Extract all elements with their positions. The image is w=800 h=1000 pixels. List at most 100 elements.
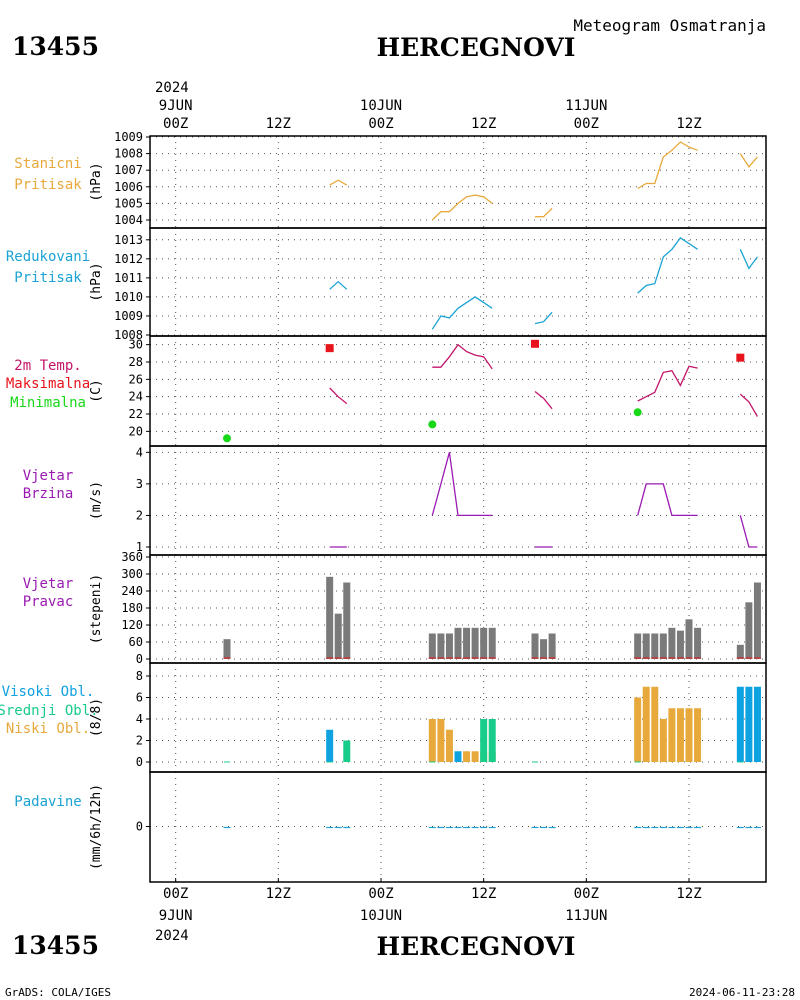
grid (150, 228, 766, 336)
wind-direction-bar (223, 639, 231, 659)
cloud-bar (445, 729, 453, 762)
bottom-hour-label: 12Z (676, 886, 701, 902)
y-axis-label: (m/s) (89, 481, 104, 520)
cloud-bar (471, 751, 479, 762)
legend-label: Maksimalna (6, 376, 90, 392)
wind-direction-bar (437, 633, 445, 659)
y-tick-label: 300 (121, 567, 143, 581)
cloud-bar (437, 719, 445, 762)
bottom-hour-label: 00Z (574, 886, 599, 902)
station-name-top: HERCEGNOVI (376, 33, 575, 62)
y-axis-label: (8/8) (89, 698, 104, 737)
y-tick-label: 1009 (114, 130, 143, 144)
grid (150, 446, 766, 555)
series-line (329, 179, 348, 186)
legend-label: Minimalna (10, 395, 86, 411)
y-tick-label: 28 (129, 355, 143, 369)
wind-direction-bar (634, 633, 642, 659)
series-line (431, 452, 493, 517)
top-hour-label: 00Z (574, 116, 599, 132)
series-line (637, 483, 698, 517)
y-tick-label: 24 (129, 390, 143, 404)
legend-label: Niski Obl. (6, 721, 90, 737)
legend-label: 2m Temp. (14, 358, 81, 374)
panel-reduced_pressure: 1008 1009 1010 1011 1012 1013 (hPa)Redukovani P… (6, 227, 767, 342)
bottom-date-label: 9JUN (159, 908, 193, 924)
cloud-bar (480, 719, 488, 762)
y-tick-label: 240 (121, 584, 143, 598)
y-tick-label: 0 (136, 755, 143, 769)
grid (150, 663, 766, 772)
legend-label: Pravac (23, 594, 74, 610)
wind-direction-bar (676, 630, 684, 659)
y-tick-label: 1013 (114, 233, 143, 247)
legend-label: Brzina (23, 486, 74, 502)
series-line (637, 365, 698, 402)
series-line (739, 393, 758, 417)
y-tick-label: 1 (136, 540, 143, 554)
y-tick-label: 1010 (114, 290, 143, 304)
series-line (431, 296, 493, 330)
panel-temperature: 20 22 24 26 28 30 (C) 2m Temp. Maksimalna Minimal… (6, 335, 767, 447)
wind-direction-bar (694, 627, 702, 659)
panel-frame (149, 445, 767, 556)
legend-label: Redukovani (6, 249, 90, 265)
cloud-bar (659, 719, 667, 762)
y-tick-label: 1006 (114, 180, 143, 194)
cloud-bar (745, 686, 753, 762)
y-tick-label: 2 (136, 734, 143, 748)
y-axis-label: (stepeni) (89, 574, 104, 644)
y-tick-label: 1008 (114, 147, 143, 161)
y-axis-label: (hPa) (89, 162, 104, 201)
y-tick-label: 60 (129, 635, 143, 649)
y-tick-label: 8 (136, 669, 143, 683)
cloud-bar (326, 729, 334, 762)
bottom-time-axis: 00Z 9JUN 12Z 00Z 10JUN 12Z 00Z 11JUN 12Z (159, 878, 702, 924)
top-date-label: 11JUN (565, 98, 607, 114)
top-hour-label: 00Z (163, 116, 188, 132)
y-axis-label: (C) (89, 379, 104, 402)
min-temp-point (223, 434, 231, 443)
y-tick-label: 1008 (114, 328, 143, 342)
y-tick-label: 30 (129, 338, 143, 352)
cloud-bar (343, 740, 351, 762)
wind-direction-bar (685, 619, 693, 659)
footer-credit: GrADS: COLA/IGES (5, 986, 111, 999)
series-line (739, 153, 758, 168)
series-line (432, 343, 493, 370)
year-top: 2024 (155, 80, 189, 96)
legend-label: Pritisak (14, 177, 82, 193)
wind-direction-bar (334, 613, 342, 659)
series-line (329, 387, 348, 405)
panel-wind_speed: 1 2 3 4 (m/s) Vjetar Brzina (23, 445, 767, 556)
wind-direction-bar (548, 633, 556, 659)
panel-precipitation: 0 (mm/6h/12h) Padavine (14, 771, 767, 883)
footer-timestamp: 2024-06-11-23:28 (689, 986, 795, 999)
wind-direction-bar (343, 582, 351, 659)
cloud-bar (651, 686, 659, 762)
top-date-label: 10JUN (360, 98, 402, 114)
wind-direction-bar (642, 633, 650, 659)
wind-direction-bar (480, 627, 488, 659)
legend-label: Vjetar (23, 468, 74, 484)
series-line (534, 311, 553, 325)
y-tick-label: 0 (136, 820, 143, 834)
wind-direction-bar (736, 644, 744, 659)
bottom-date-label: 11JUN (565, 908, 607, 924)
y-tick-label: 360 (121, 550, 143, 564)
series-line (329, 280, 348, 290)
wind-direction-bar (445, 633, 453, 659)
wind-direction-bar (326, 576, 334, 659)
bottom-hour-label: 12Z (266, 886, 291, 902)
wind-direction-bar (753, 582, 761, 659)
y-axis-label: (hPa) (89, 262, 104, 301)
y-tick-label: 1012 (114, 252, 143, 266)
panel-wind_direction: 0 60 120 180 240 300 360 (stepeni) Vjetar Pravac (23, 550, 767, 666)
y-tick-label: 0 (136, 652, 143, 666)
series (223, 339, 758, 443)
top-hour-label: 12Z (676, 116, 701, 132)
wind-direction-bar (668, 627, 676, 659)
y-tick-label: 1007 (114, 163, 143, 177)
top-time-axis: 00Z 9JUN 12Z 00Z 10JUN 12Z 00Z 11JUN 12Z (159, 98, 702, 132)
